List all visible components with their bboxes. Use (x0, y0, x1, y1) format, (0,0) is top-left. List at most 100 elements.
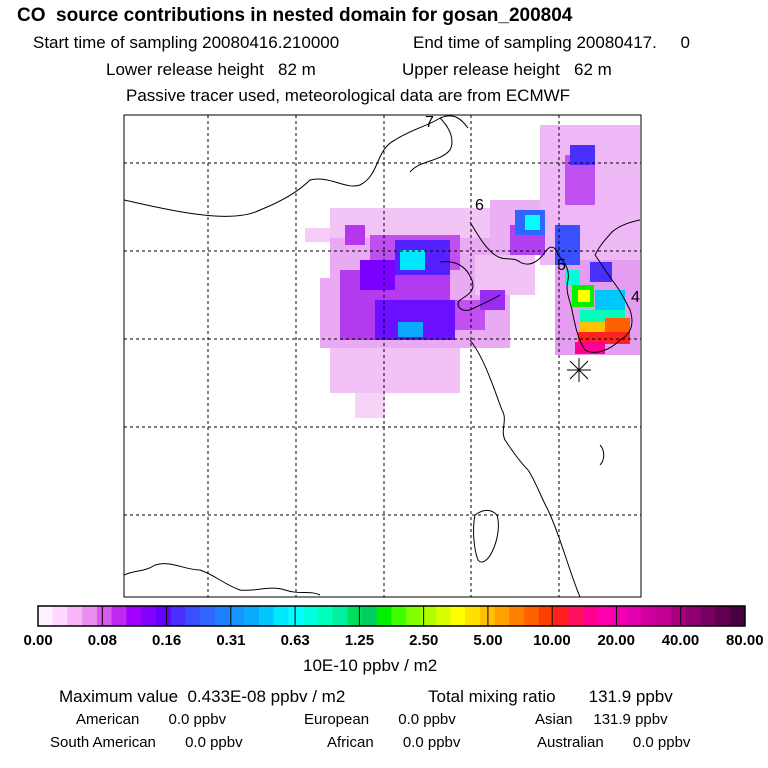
colorbar-cell (362, 606, 378, 626)
coastline (469, 339, 581, 598)
colorbar-cell (376, 606, 392, 626)
colorbar-cell (214, 606, 230, 626)
colorbar-cell (303, 606, 319, 626)
colorbar-tick-label: 10.00 (533, 632, 571, 649)
colorbar-cell (582, 606, 599, 626)
grid (124, 115, 641, 597)
colorbar-cell (597, 606, 613, 626)
colorbar-tick-label: 5.00 (473, 632, 503, 649)
upper-release-height-label: Upper release height 62 m (402, 60, 612, 79)
start-time-label: Start time of sampling 20080416.210000 (33, 33, 340, 52)
colorbar-cell (700, 606, 717, 626)
field-cell (345, 225, 365, 245)
colorbar-cell (155, 606, 172, 626)
end-time-label: End time of sampling 20080417. 0 (413, 33, 690, 52)
colorbar-cell (715, 606, 731, 626)
lower-release-height-label: Lower release height 82 m (106, 60, 316, 79)
map-frame (123, 114, 642, 598)
colorbar-cell (553, 606, 569, 626)
colorbar-cell (38, 606, 54, 626)
coastline (469, 221, 559, 265)
colorbar-cell (450, 606, 466, 626)
colorbar-tick-label: 2.50 (409, 632, 439, 649)
colorbar-cell (170, 606, 186, 626)
field-cell (480, 290, 505, 310)
colorbar-cell (332, 606, 348, 626)
colorbar-cell (686, 606, 702, 626)
coastline (557, 254, 633, 353)
field-cell (578, 332, 630, 344)
field-cell (398, 322, 423, 337)
maximum-value-label: Maximum value 0.433E-08 ppbv / m2 (59, 687, 346, 706)
tracer-info-label: Passive tracer used, meteorological data… (126, 86, 571, 105)
colorbar-cell (730, 606, 746, 626)
field-cell (355, 393, 385, 418)
field-cell (305, 228, 335, 242)
colorbar-cell (111, 606, 127, 626)
field-cell (360, 260, 395, 290)
field-cell (590, 262, 612, 282)
field-cell (578, 290, 590, 302)
african-contribution: African 0.0 ppbv (327, 734, 461, 751)
colorbar-cell (627, 606, 643, 626)
colorbar-cell (244, 606, 260, 626)
colorbar-cell (612, 606, 628, 626)
colorbar-cell (273, 606, 289, 626)
colorbar-cell (538, 606, 555, 626)
colorbar-cell (200, 606, 216, 626)
colorbar-cell (82, 606, 98, 626)
colorbar-tick-label: 0.08 (87, 632, 117, 649)
coastline (123, 563, 321, 596)
colorbar-cell (435, 606, 451, 626)
colorbar-tick-label: 0.63 (280, 632, 310, 649)
colorbar-cell (288, 606, 304, 626)
colorbar-tick-label: 0.00 (23, 632, 53, 649)
colorbar-tick-label: 1.25 (344, 632, 375, 649)
coastline (473, 510, 499, 563)
colorbar (37, 605, 746, 627)
colorbar-cell (656, 606, 672, 626)
colorbar-cell (509, 606, 525, 626)
total-mixing-ratio-label: Total mixing ratio 131.9 ppbv (428, 687, 673, 706)
colorbar-cell (96, 606, 113, 626)
map-label-5: 5 (557, 257, 566, 274)
south-american-contribution: South American 0.0 ppbv (50, 734, 243, 751)
map-label-7: 7 (425, 114, 434, 131)
colorbar-tick-label: 20.00 (597, 632, 635, 649)
colorbar-cell (317, 606, 334, 626)
field-cell (570, 145, 595, 165)
australian-contribution: Australian 0.0 ppbv (537, 734, 691, 751)
colorbar-cell (524, 606, 540, 626)
colorbar-units: 10E-10 ppbv / m2 (303, 656, 438, 675)
concentration-field (305, 125, 640, 418)
colorbar-cell (391, 606, 407, 626)
colorbar-tick-label: 80.00 (726, 632, 764, 649)
american-contribution: American 0.0 ppbv (76, 711, 227, 728)
colorbar-cell (347, 606, 363, 626)
colorbar-cell (258, 606, 275, 626)
colorbar-cell (465, 606, 481, 626)
colorbar-cell (52, 606, 68, 626)
colorbar-cell (568, 606, 584, 626)
colorbar-cell (185, 606, 201, 626)
map-label-4: 4 (631, 289, 640, 306)
colorbar-tick-label: 40.00 (661, 632, 700, 649)
colorbar-cell (494, 606, 510, 626)
field-cell (475, 255, 535, 295)
colorbar-frame (37, 605, 746, 627)
coastline (599, 444, 605, 466)
chart-title: CO source contributions in nested domain… (17, 5, 573, 26)
colorbar-tick-label: 0.16 (152, 632, 182, 649)
coastlines (123, 115, 641, 598)
coastline (439, 261, 501, 311)
colorbar-cell (406, 606, 422, 626)
field-cell (605, 318, 630, 332)
european-contribution: European 0.0 ppbv (304, 711, 456, 728)
field-cell (330, 348, 460, 393)
colorbar-cell (141, 606, 157, 626)
colorbar-cell (67, 606, 83, 626)
colorbar-cell (641, 606, 658, 626)
field-cell (400, 250, 425, 270)
colorbar-cell (126, 606, 142, 626)
